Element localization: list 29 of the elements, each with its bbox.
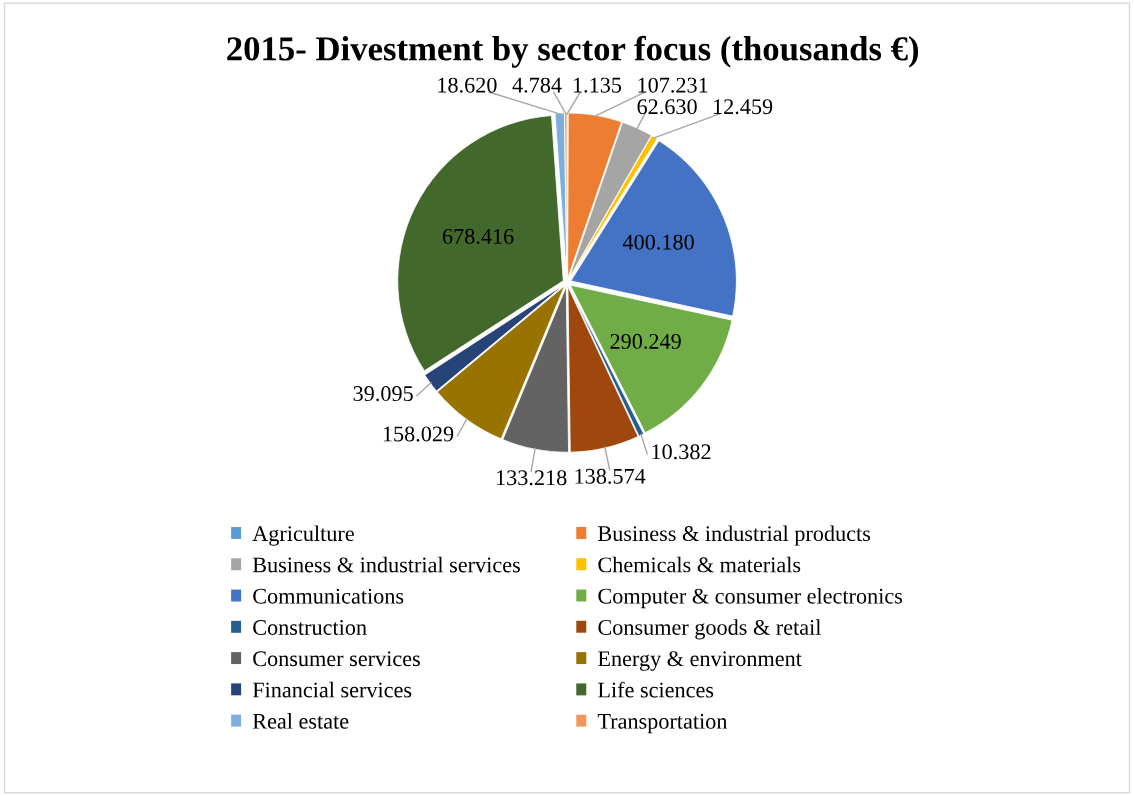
- legend-label: Agriculture: [252, 525, 354, 546]
- data-label: 10.382: [652, 444, 711, 460]
- chart-title: 2015- Divestment by sector focus (thousands €): [227, 35, 919, 68]
- data-label: 678.416: [442, 228, 514, 244]
- data-label: 4.784: [512, 77, 562, 93]
- legend-label: Consumer goods & retail: [598, 619, 821, 640]
- legend-label: Business & industrial products: [598, 525, 871, 546]
- data-label: 12.459: [713, 99, 773, 115]
- legend-label: Construction: [253, 620, 367, 635]
- data-label: 62.630: [637, 99, 697, 115]
- data-label: 138.574: [575, 468, 646, 484]
- legend-label: Real estate: [252, 713, 349, 729]
- legend-label: Consumer services: [253, 651, 420, 667]
- data-label: 133.218: [497, 470, 567, 486]
- legend-label: Business & industrial services: [252, 556, 520, 573]
- legend-label: Computer & consumer electronics: [598, 587, 903, 609]
- legend-label: Chemicals & materials: [598, 556, 801, 573]
- legend-label: Transportation: [597, 713, 728, 734]
- data-label: 290.249: [610, 333, 681, 349]
- data-label: 1.135: [573, 77, 622, 93]
- legend-label: Financial services: [252, 681, 412, 698]
- data-label: 18.620: [438, 77, 497, 93]
- legend-label: Communications: [253, 588, 404, 604]
- data-label: 107.231: [638, 77, 708, 93]
- legend-label: Life sciences: [598, 681, 714, 698]
- data-label: 400.180: [622, 234, 694, 250]
- legend-label: Energy & environment: [598, 651, 802, 671]
- data-label: 158.029: [383, 426, 454, 442]
- data-label: 39.095: [353, 386, 413, 402]
